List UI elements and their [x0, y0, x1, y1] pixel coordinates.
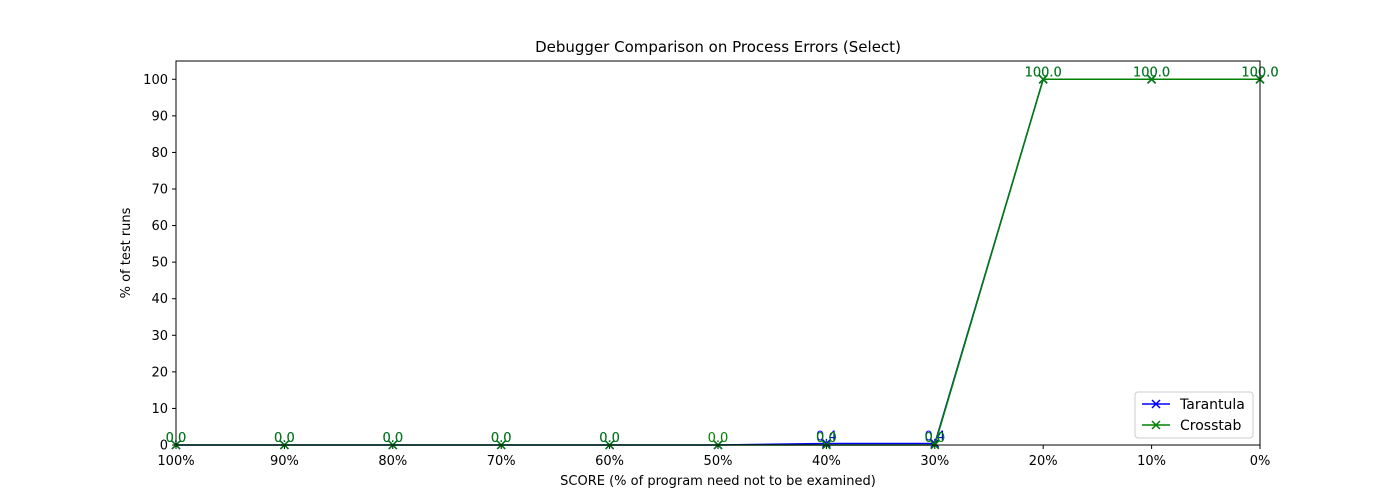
y-tick-label: 10 [151, 402, 168, 417]
y-tick-label: 70 [151, 183, 168, 198]
y-axis-ticks: 0 10 20 30 40 50 60 70 80 90 100 [143, 73, 176, 454]
x-tick-label: 70% [487, 454, 516, 469]
data-label-crosstab: 0.0 [816, 431, 837, 446]
x-tick-label: 10% [1137, 454, 1166, 469]
x-tick-label: 60% [595, 454, 624, 469]
x-tick-label: 80% [378, 454, 407, 469]
data-label-crosstab: 0.0 [924, 431, 945, 446]
y-tick-label: 0 [160, 439, 168, 454]
plot-frame [175, 60, 1261, 446]
legend-marker-crosstab [1151, 420, 1161, 430]
data-label-tarantula: 0.0 [491, 431, 512, 446]
legend-label-tarantula: Tarantula [1179, 397, 1245, 413]
data-label-crosstab: 0.0 [599, 431, 620, 446]
legend-marker-tarantula [1151, 399, 1161, 409]
y-tick-label: 90 [151, 109, 168, 124]
data-point-tarantula [821, 439, 831, 449]
chart-title: Debugger Comparison on Process Errors (S… [535, 38, 901, 56]
legend: Tarantula Crosstab [1134, 391, 1254, 439]
x-tick-label: 40% [812, 454, 841, 469]
x-axis-label: SCORE (% of program need not to be exami… [560, 474, 876, 489]
data-label-crosstab: 0.0 [382, 431, 403, 446]
x-tick-label: 30% [920, 454, 949, 469]
data-point-crosstab [1038, 74, 1048, 84]
series-line-tarantula [176, 78, 1260, 446]
y-tick-label: 80 [151, 146, 168, 161]
x-tick-label: 90% [270, 454, 299, 469]
data-label-tarantula: 100.0 [1025, 65, 1062, 80]
y-tick-label: 100 [143, 73, 168, 88]
data-label-tarantula: 0.4 [924, 430, 945, 445]
y-tick-label: 40 [151, 292, 168, 307]
x-tick-label: 100% [157, 454, 194, 469]
x-tick-label: 0% [1250, 454, 1271, 469]
data-label-tarantula: 0.0 [599, 431, 620, 446]
data-label-crosstab: 0.0 [274, 431, 295, 446]
data-label-tarantula: 0.0 [382, 431, 403, 446]
series-line-crosstab [176, 78, 1260, 446]
legend-label-crosstab: Crosstab [1180, 418, 1241, 434]
series-layer [171, 74, 1265, 450]
y-tick-label: 30 [151, 329, 168, 344]
x-axis-ticks: 100% 90% 80% 70% 60% 50% 40% 30% 20% 10% 0% [157, 445, 1270, 469]
y-tick-label: 20 [151, 365, 168, 380]
data-point-crosstab [1147, 74, 1157, 84]
data-label-crosstab: 0.0 [491, 431, 512, 446]
data-label-tarantula: 0.4 [816, 430, 837, 445]
data-label-crosstab: 100.0 [1025, 65, 1062, 80]
data-label-crosstab: 100.0 [1133, 65, 1170, 80]
data-label-crosstab: 0.0 [708, 431, 729, 446]
x-tick-label: 20% [1029, 454, 1058, 469]
x-tick-label: 50% [704, 454, 733, 469]
data-label-tarantula: 0.0 [274, 431, 295, 446]
y-tick-label: 60 [151, 219, 168, 234]
y-axis-label: % of test runs [119, 207, 134, 298]
data-label-tarantula: 100.0 [1133, 65, 1170, 80]
y-tick-label: 50 [151, 256, 168, 271]
